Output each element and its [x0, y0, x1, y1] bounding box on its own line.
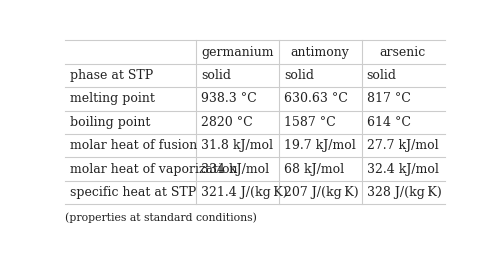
Text: 207 J/(kg K): 207 J/(kg K) [284, 186, 358, 199]
Text: 27.7 kJ/mol: 27.7 kJ/mol [366, 139, 438, 152]
Text: solid: solid [284, 69, 314, 82]
Text: germanium: germanium [201, 46, 274, 58]
Text: 630.63 °C: 630.63 °C [284, 92, 347, 105]
Text: boiling point: boiling point [70, 116, 150, 129]
Text: 817 °C: 817 °C [366, 92, 410, 105]
Text: specific heat at STP: specific heat at STP [70, 186, 196, 199]
Text: phase at STP: phase at STP [70, 69, 153, 82]
Text: 614 °C: 614 °C [366, 116, 410, 129]
Text: solid: solid [201, 69, 231, 82]
Text: 334 kJ/mol: 334 kJ/mol [201, 163, 269, 176]
Text: molar heat of fusion: molar heat of fusion [70, 139, 197, 152]
Text: 938.3 °C: 938.3 °C [201, 92, 257, 105]
Text: molar heat of vaporization: molar heat of vaporization [70, 163, 238, 176]
Text: 321.4 J/(kg K): 321.4 J/(kg K) [201, 186, 288, 199]
Text: arsenic: arsenic [380, 46, 426, 58]
Text: 328 J/(kg K): 328 J/(kg K) [366, 186, 442, 199]
Text: 1587 °C: 1587 °C [284, 116, 336, 129]
Text: 19.7 kJ/mol: 19.7 kJ/mol [284, 139, 355, 152]
Text: melting point: melting point [70, 92, 155, 105]
Text: 68 kJ/mol: 68 kJ/mol [284, 163, 344, 176]
Text: 31.8 kJ/mol: 31.8 kJ/mol [201, 139, 273, 152]
Text: 32.4 kJ/mol: 32.4 kJ/mol [366, 163, 439, 176]
Text: (properties at standard conditions): (properties at standard conditions) [65, 213, 257, 223]
Text: 2820 °C: 2820 °C [201, 116, 253, 129]
Text: antimony: antimony [291, 46, 349, 58]
Text: solid: solid [366, 69, 396, 82]
